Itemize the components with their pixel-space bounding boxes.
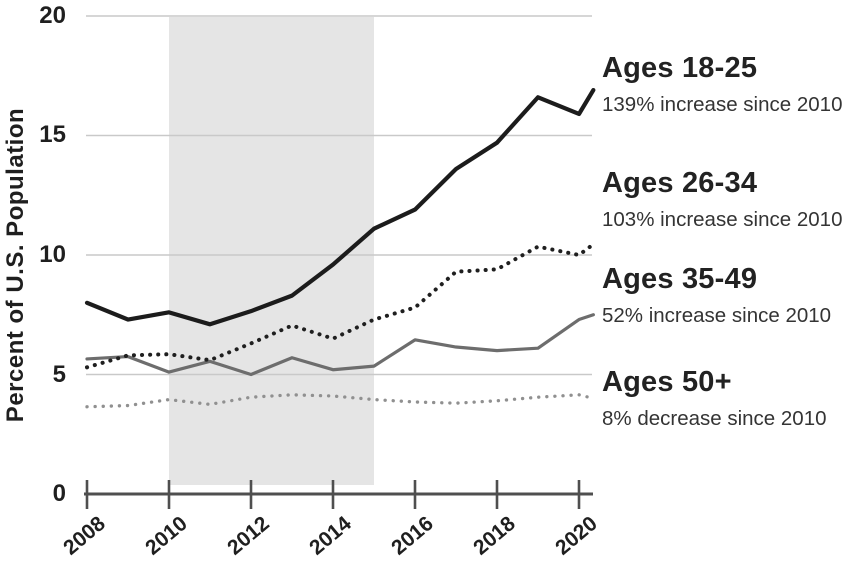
legend-item-ages-26-34: Ages 26-34 103% increase since 2010 [602, 167, 851, 231]
y-tick-label-0: 0 [52, 480, 66, 507]
series-line-ages-26-34 [85, 242, 596, 370]
legend-title-ages-50-plus: Ages 50+ [602, 366, 732, 398]
highlight-band-2010-2015 [169, 17, 374, 485]
y-tick-label-10: 10 [39, 241, 66, 268]
series-line-ages-50- [85, 393, 595, 409]
legend-subtitle-ages-50-plus: 8% decrease since 2010 [602, 407, 827, 430]
y-tick-label-15: 15 [39, 121, 66, 148]
series-line-ages-18-25 [84, 87, 596, 327]
legend-subtitle-ages-26-34: 103% increase since 2010 [602, 208, 843, 231]
legend-item-ages-18-25: Ages 18-25 139% increase since 2010 [602, 52, 851, 116]
legend-item-ages-50-plus: Ages 50+ 8% decrease since 2010 [602, 366, 851, 430]
y-tick-label-20: 20 [39, 2, 66, 29]
legend-subtitle-ages-18-25: 139% increase since 2010 [602, 93, 843, 116]
legend-title-ages-35-49: Ages 35-49 [602, 263, 758, 295]
legend-subtitle-ages-35-49: 52% increase since 2010 [602, 304, 832, 327]
legend: Ages 18-25 139% increase since 2010 Ages… [602, 0, 851, 576]
series-line-ages-35-49 [85, 313, 595, 377]
legend-title-ages-26-34: Ages 26-34 [602, 167, 758, 199]
legend-title-ages-18-25: Ages 18-25 [602, 52, 758, 84]
y-tick-label-5: 5 [52, 361, 66, 388]
legend-item-ages-35-49: Ages 35-49 52% increase since 2010 [602, 263, 851, 327]
